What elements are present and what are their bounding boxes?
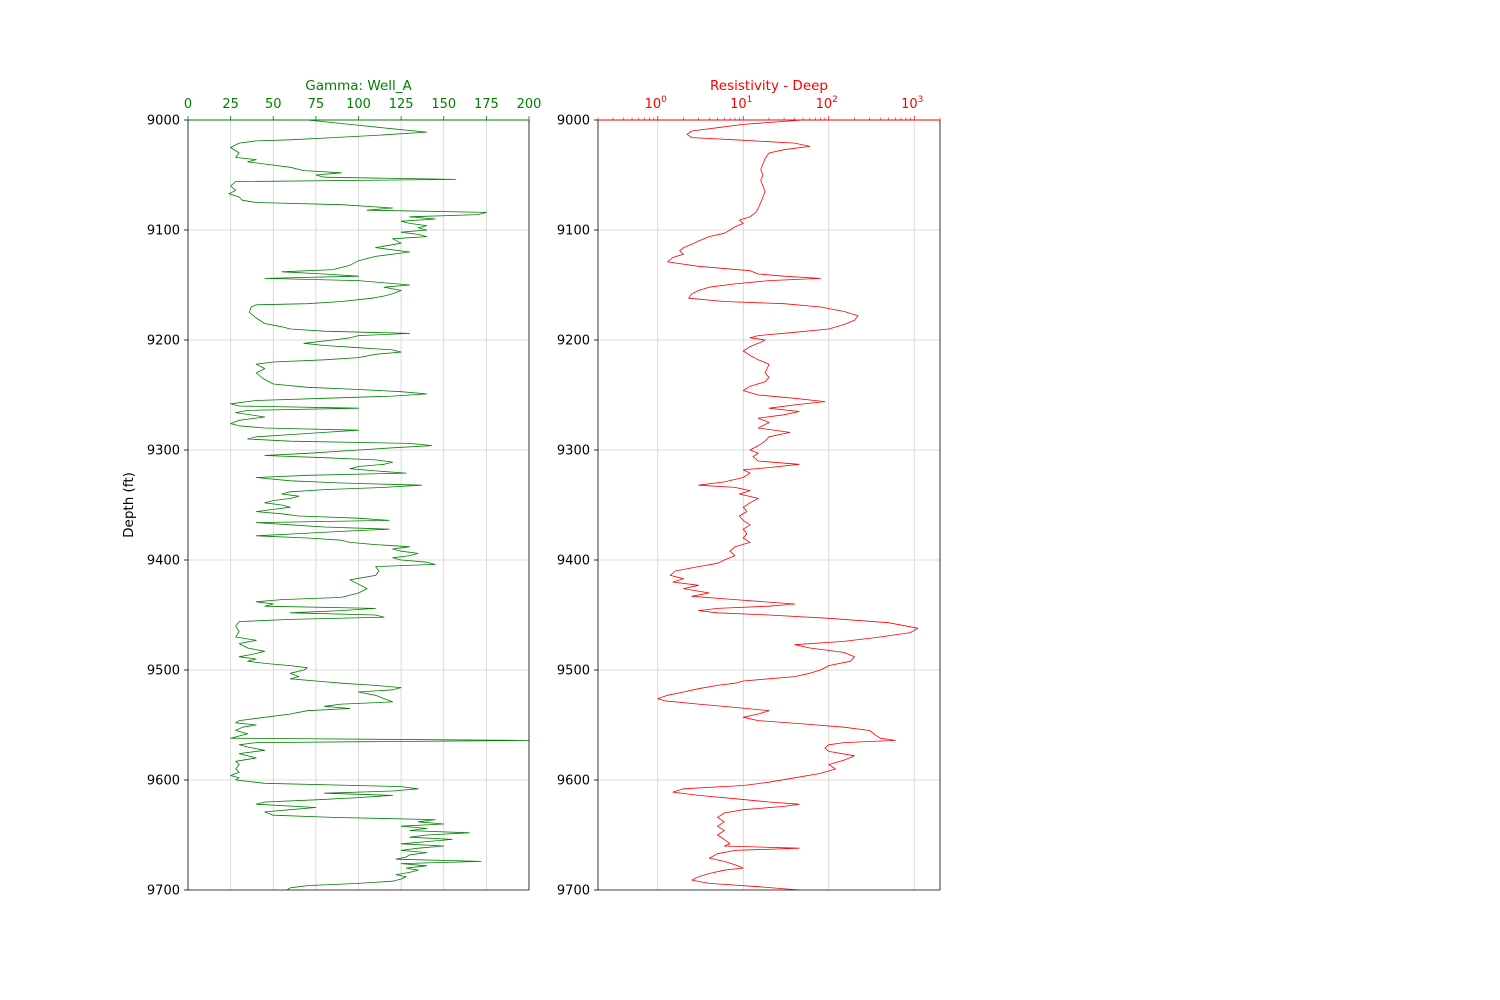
- y-tick-label: 9300: [147, 444, 180, 459]
- y-tick-label: 9200: [557, 334, 590, 349]
- y-tick-label: 9600: [147, 774, 180, 789]
- y-tick-label: 9100: [557, 224, 590, 239]
- grid: [598, 120, 940, 890]
- y-tick-label: 9000: [147, 114, 180, 129]
- y-tick-label: 9000: [557, 114, 590, 129]
- y-tick-label: 9100: [147, 224, 180, 239]
- log-curve: [657, 120, 919, 890]
- y-tick-label: 9600: [557, 774, 590, 789]
- x-tick-label: 100: [645, 95, 668, 112]
- x-tick-label: 25: [222, 97, 239, 112]
- grid: [188, 120, 529, 890]
- x-tick-label: 75: [308, 97, 325, 112]
- x-tick-label: 50: [265, 97, 282, 112]
- y-axis-label: Depth (ft): [121, 472, 137, 538]
- x-tick-label: 125: [389, 97, 414, 112]
- y-tick-label: 9500: [147, 664, 180, 679]
- x-tick-label: 0: [184, 97, 192, 112]
- y-tick-label: 9700: [147, 884, 180, 899]
- y-tick-label: 9500: [557, 664, 590, 679]
- x-tick-label: 175: [474, 97, 499, 112]
- x-tick-label: 103: [901, 95, 923, 112]
- x-tick-label: 100: [346, 97, 371, 112]
- x-tick-label: 200: [517, 97, 542, 112]
- y-tick-label: 9300: [557, 444, 590, 459]
- log-curve: [228, 120, 529, 890]
- x-tick-label: 102: [816, 95, 838, 112]
- y-tick-label: 9400: [557, 554, 590, 569]
- resistivity-log-panel: 9000 9100 9200 9300 9400 9500 9600 9700 100 101 10…: [557, 78, 941, 899]
- gamma-log-panel: 9000 9100 9200 9300 9400 9500 9600 9700 0 25 50 75 1…: [121, 78, 541, 899]
- x-tick-label: 150: [431, 97, 456, 112]
- x-axis-label: Gamma: Well_A: [305, 78, 412, 94]
- y-tick-label: 9400: [147, 554, 180, 569]
- x-tick-label: 101: [730, 95, 752, 112]
- y-tick-label: 9700: [557, 884, 590, 899]
- x-axis-label: Resistivity - Deep: [710, 78, 828, 94]
- y-tick-label: 9200: [147, 334, 180, 349]
